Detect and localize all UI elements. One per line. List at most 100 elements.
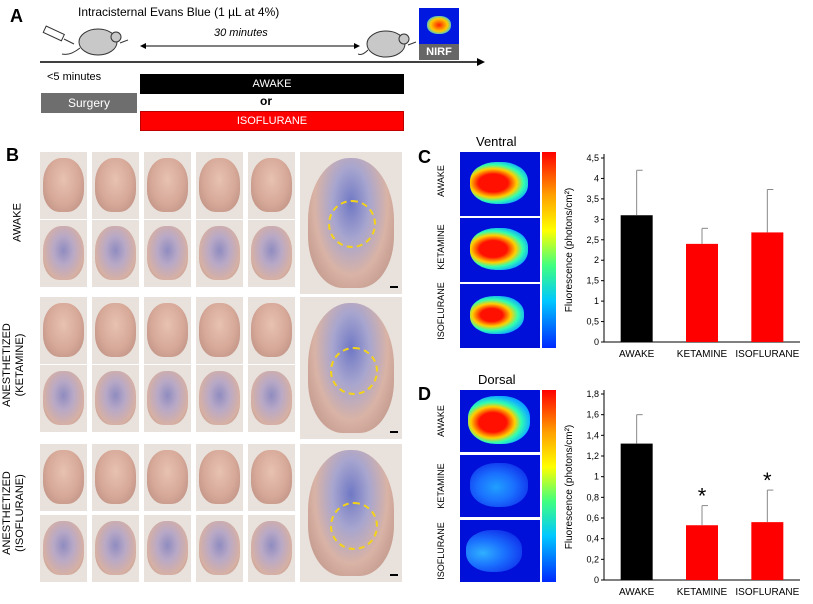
panel-d-nirf-ketamine — [460, 455, 540, 517]
brain-thumbnail — [40, 365, 87, 432]
bar-awake — [620, 215, 653, 342]
brain-ventral-image — [147, 226, 188, 280]
brain-thumbnail — [92, 152, 139, 219]
scale-bar — [390, 286, 398, 288]
panel-c-nirf-awake — [460, 152, 540, 216]
y-tick-label: 4,5 — [586, 153, 599, 163]
category-label: KETAMINE — [677, 587, 728, 598]
row-label-isoflurane: ANESTHETIZED (ISOFLURANE) — [1, 463, 27, 563]
panel-d-blob-isoflurane — [466, 530, 522, 572]
y-axis-label: Fluorescence (photons/cm²) — [564, 425, 575, 550]
panel-d-label-isoflurane: ISOFLURANE — [436, 522, 446, 580]
row-label-awake: AWAKE — [12, 183, 25, 263]
brain-thumbnail — [92, 365, 139, 432]
brain-dorsal-image — [95, 303, 136, 357]
y-tick-label: 1 — [594, 296, 599, 306]
syringe-icon — [42, 25, 75, 45]
y-tick-label: 3,5 — [586, 194, 599, 204]
isoflurane-bar: ISOFLURANE — [140, 111, 404, 131]
brain-dorsal-image — [95, 450, 136, 504]
panel-c-colorbar — [542, 152, 556, 348]
brain-thumbnail — [196, 297, 243, 364]
y-tick-label: 0,6 — [586, 513, 599, 523]
brain-thumbnail — [144, 444, 191, 511]
nirf-thumbnail — [419, 8, 459, 44]
brain-ventral-image — [95, 226, 136, 280]
brain-thumbnail — [144, 220, 191, 287]
mouse-icon-right — [358, 30, 417, 58]
brain-dorsal-image — [199, 158, 240, 212]
category-label: ISOFLURANE — [735, 349, 799, 360]
big-brain-isoflurane — [300, 444, 402, 582]
brain-ventral-image — [147, 521, 188, 575]
pre-time-label: <5 minutes — [47, 71, 102, 83]
significance-star: * — [763, 468, 772, 493]
brain-dorsal-image — [95, 158, 136, 212]
panel-d-blob-ketamine — [470, 463, 528, 507]
brain-dorsal-image — [251, 450, 292, 504]
brain-ventral-image — [251, 371, 292, 425]
panel-d-colorbar — [542, 390, 556, 582]
panel-a-letter: A — [10, 6, 23, 26]
brain-thumbnail — [144, 365, 191, 432]
brain-ventral-image — [43, 371, 84, 425]
surgery-bar: Surgery — [41, 93, 137, 113]
brain-ventral-image — [95, 371, 136, 425]
big-brain-ketamine-roi — [330, 347, 378, 395]
bar-ketamine — [686, 525, 718, 580]
brain-thumbnail — [144, 152, 191, 219]
brain-thumbnail — [196, 444, 243, 511]
brain-dorsal-image — [199, 450, 240, 504]
panel-d-label-awake: AWAKE — [436, 405, 446, 437]
panel-d-letter: D — [418, 384, 431, 404]
brain-ventral-image — [43, 521, 84, 575]
y-tick-label: 1,4 — [586, 430, 599, 440]
y-tick-label: 1,2 — [586, 451, 599, 461]
panel-c-view-label: Ventral — [476, 134, 517, 149]
y-tick-label: 3 — [594, 214, 599, 224]
brain-thumbnail — [40, 297, 87, 364]
category-label: AWAKE — [619, 349, 655, 360]
y-tick-label: 1,6 — [586, 410, 599, 420]
brain-ventral-image — [251, 521, 292, 575]
big-brain-awake — [300, 152, 402, 294]
brain-thumbnail — [40, 220, 87, 287]
chart-ventral: 0 0,5 1 1,5 2 2,5 3 3,5 4 4,5 Fluorescence (photon… — [564, 153, 800, 360]
panel-b-letter: B — [6, 145, 19, 165]
brain-thumbnail — [40, 515, 87, 582]
brain-thumbnail — [248, 444, 295, 511]
panel-d-nirf-awake — [460, 390, 540, 452]
awake-bar: AWAKE — [140, 74, 404, 94]
panel-c-label-ketamine: KETAMINE — [436, 224, 446, 270]
mouse-icon — [61, 28, 129, 56]
y-tick-label: 4 — [594, 173, 599, 183]
brain-dorsal-image — [251, 303, 292, 357]
category-label: ISOFLURANE — [735, 587, 799, 598]
y-tick-label: 2 — [594, 255, 599, 265]
panel-c-letter: C — [418, 147, 431, 167]
brain-ventral-image — [95, 521, 136, 575]
brain-dorsal-image — [251, 158, 292, 212]
brain-thumbnail — [248, 220, 295, 287]
y-tick-label: 0,8 — [586, 492, 599, 502]
brain-thumbnail — [248, 297, 295, 364]
scale-bar — [390, 574, 398, 576]
y-tick-label: 0 — [594, 337, 599, 347]
brain-thumbnail — [144, 297, 191, 364]
y-tick-label: 1,5 — [586, 276, 599, 286]
brain-ventral-image — [147, 371, 188, 425]
category-label: KETAMINE — [677, 349, 728, 360]
nirf-label: NIRF — [419, 44, 459, 60]
brain-thumbnail — [92, 444, 139, 511]
significance-star: * — [698, 484, 707, 509]
y-tick-label: 1,8 — [586, 389, 599, 399]
brain-dorsal-image — [43, 158, 84, 212]
panel-d-view-label: Dorsal — [478, 372, 516, 387]
row-label-awake-line1: AWAKE — [11, 203, 24, 242]
brain-dorsal-image — [147, 303, 188, 357]
brain-thumbnail — [248, 152, 295, 219]
bar-awake — [620, 443, 653, 580]
panel-c-blob-awake — [470, 162, 528, 204]
interval-arrow — [140, 43, 360, 49]
y-axis-label: Fluorescence (photons/cm²) — [564, 188, 575, 313]
